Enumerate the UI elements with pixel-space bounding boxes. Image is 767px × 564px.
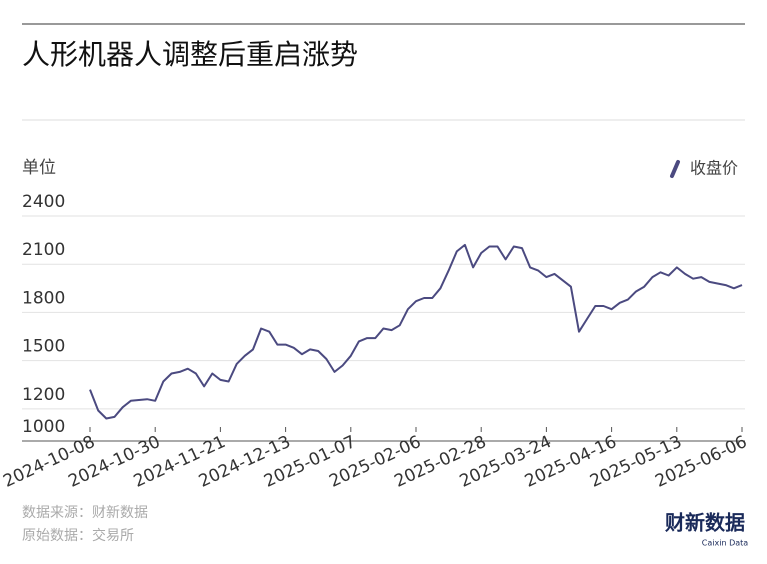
legend-swatch: [670, 160, 680, 178]
y-tick-label: 1200: [22, 385, 65, 405]
legend-label: 收盘价: [690, 159, 738, 178]
y-tick-label: 2100: [22, 240, 65, 260]
unit-label: 单位: [22, 158, 56, 178]
chart-title: 人形机器人调整后重启涨势: [22, 38, 358, 71]
price-line: [89, 243, 743, 420]
logo: 财新数据: [665, 511, 745, 535]
logo-sub: Caixin Data: [702, 539, 748, 548]
y-tick-label: 1500: [22, 337, 65, 357]
y-tick-label: 1000: [22, 417, 65, 437]
y-tick-label: 1800: [22, 288, 65, 308]
y-tick-label: 2400: [22, 192, 65, 212]
original-source: 原始数据：交易所: [22, 527, 134, 544]
source: 数据来源：财新数据: [22, 505, 148, 521]
